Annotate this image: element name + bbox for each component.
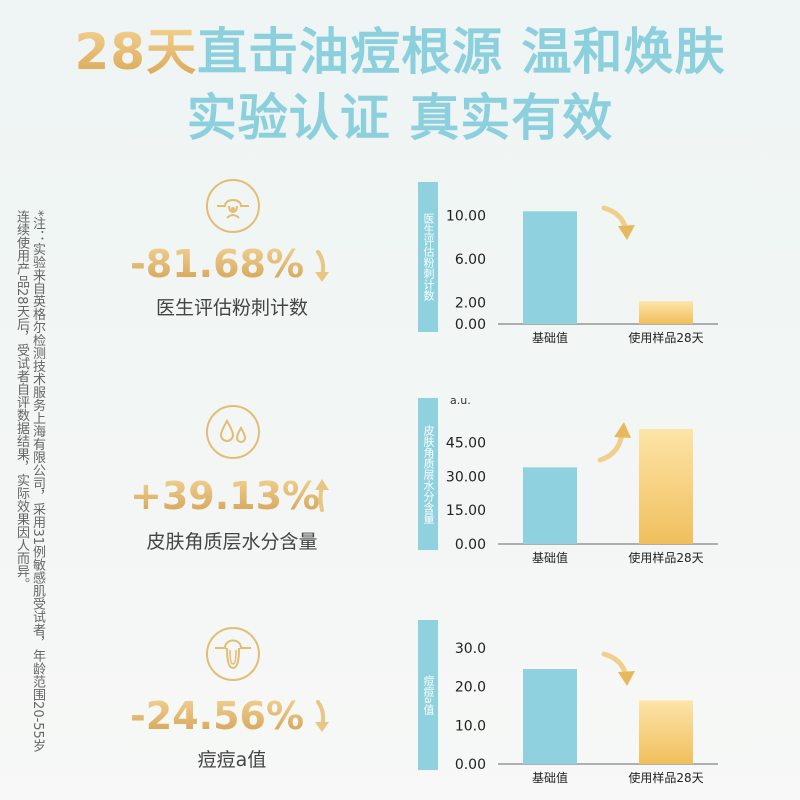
trend-arrowhead bbox=[618, 671, 635, 686]
y-tick-label: 30.0 bbox=[455, 641, 486, 657]
headline-line-2: 实验认证 真实有效 bbox=[186, 89, 614, 147]
bar bbox=[639, 429, 693, 544]
y-tick-label: 30.00 bbox=[446, 469, 486, 485]
x-tick-label: 基础值 bbox=[532, 550, 568, 565]
chart-comedone-count: 0.00 2.00 6.00 10.00 基础值 使用样品28天 医生评估粉刺计数 bbox=[418, 178, 748, 350]
bar bbox=[639, 700, 693, 764]
arrow-down-icon bbox=[315, 250, 329, 282]
headline-text: 直击油痘根源 温和焕肤 bbox=[197, 23, 726, 81]
arrow-up-icon bbox=[315, 479, 329, 512]
ylabel-strip bbox=[418, 620, 438, 770]
y-tick-label: 10.0 bbox=[455, 718, 486, 734]
ylabel-strip bbox=[418, 398, 438, 550]
bar bbox=[523, 211, 577, 324]
trend-arrowhead bbox=[614, 422, 631, 438]
footnote-column-1: *注：实验来自英格尔检测技术服务上海有限公司，采用31例敏感肌受试者，年龄范围2… bbox=[30, 210, 45, 752]
stat-value: -24.56% bbox=[130, 694, 320, 738]
stat-label: 皮肤角质层水分含量 bbox=[146, 531, 318, 553]
y-tick-label: 0.00 bbox=[455, 317, 486, 333]
x-tick-label: 使用样品28天 bbox=[628, 330, 703, 345]
bar-chart-svg: 0.00 2.00 6.00 10.00 基础值 使用样品28天 bbox=[446, 205, 718, 345]
bar-chart-svg: 0.00 10.0 20.0 30.0 基础值 使用样品28天 bbox=[455, 641, 718, 785]
bar bbox=[639, 301, 693, 324]
y-tick-label: 0.00 bbox=[455, 537, 486, 553]
footnote-column-2: 连续使用产品28天后，受试者自评数据结果，实际效果因人而异。 bbox=[14, 210, 29, 591]
stat-label: 医生评估粉刺计数 bbox=[155, 297, 308, 319]
x-tick-label: 使用样品28天 bbox=[628, 550, 703, 565]
x-tick-label: 基础值 bbox=[532, 330, 568, 345]
y-tick-label: 45.00 bbox=[446, 436, 486, 452]
y-tick-label: 0.00 bbox=[455, 757, 486, 773]
ylabel-strip bbox=[418, 182, 438, 332]
y-axis-label: 痘痘a值 bbox=[422, 675, 435, 715]
unit-label: a.u. bbox=[450, 394, 471, 407]
chart-hydration: 0.00 15.00 30.00 45.00 基础值 使用样品28天 皮肤角质层水分含量 … bbox=[418, 394, 748, 576]
y-tick-label: 6.00 bbox=[455, 252, 486, 268]
y-axis-label: 医生评估粉刺计数 bbox=[422, 213, 435, 301]
stat-value: +39.13% bbox=[130, 474, 321, 518]
y-tick-label: 2.00 bbox=[455, 295, 486, 311]
trend-arrowhead bbox=[618, 225, 635, 240]
bar bbox=[523, 669, 577, 764]
footnote: *注：实验来自英格尔检测技术服务上海有限公司，采用31例敏感肌受试者，年龄范围2… bbox=[12, 210, 52, 770]
pore-bump-icon bbox=[206, 179, 260, 233]
y-tick-label: 15.00 bbox=[446, 503, 486, 519]
arrow-down-icon bbox=[315, 700, 329, 732]
y-tick-label: 20.0 bbox=[455, 680, 486, 696]
trend-arrow-up bbox=[597, 431, 625, 463]
chart-acne-a-value: 0.00 10.0 20.0 30.0 基础值 使用样品28天 痘痘a值 bbox=[418, 618, 748, 790]
bar-chart-svg: 0.00 15.00 30.00 45.00 基础值 使用样品28天 bbox=[446, 422, 718, 565]
y-axis-label: 皮肤角质层水分含量 bbox=[422, 424, 435, 524]
y-tick-label: 10.00 bbox=[446, 209, 486, 225]
headline-days: 28天 bbox=[74, 23, 198, 81]
follicle-icon bbox=[206, 627, 260, 681]
water-drops-icon bbox=[206, 405, 260, 459]
headline-line-1: 28天直击油痘根源 温和焕肤 bbox=[0, 22, 800, 82]
bar bbox=[523, 467, 577, 544]
x-tick-label: 使用样品28天 bbox=[628, 770, 703, 785]
stat-value: -81.68% bbox=[130, 242, 320, 286]
stat-label: 痘痘a值 bbox=[197, 749, 267, 771]
x-tick-label: 基础值 bbox=[532, 770, 568, 785]
